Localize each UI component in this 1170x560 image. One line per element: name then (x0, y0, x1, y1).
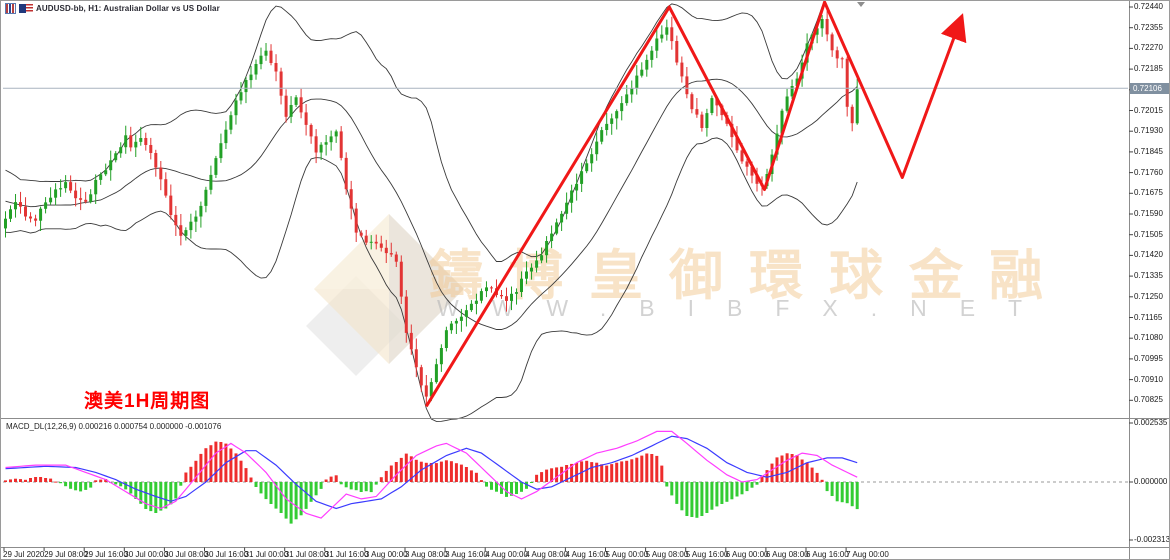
time-tick-label: 31 Jul 00:00 (244, 550, 289, 559)
time-tick-label: 29 Jul 16:00 (84, 550, 128, 559)
macd-main-line (5, 430, 858, 519)
chart-mini-icon (5, 3, 16, 14)
price-tick-label: 0.70995 (1134, 353, 1163, 363)
bb-middle-band (5, 78, 858, 330)
price-tick-label: 0.72185 (1134, 64, 1163, 74)
price-tick-label: 0.71335 (1134, 271, 1163, 281)
time-tick-label: 4 Aug 00:00 (485, 550, 528, 559)
time-tick-label: 31 Jul 08:00 (284, 550, 329, 559)
time-tick-label: 29 Jul 2020 (3, 550, 45, 559)
analysis-cycle-label: 澳美1H周期图 (84, 391, 211, 412)
price-tick-label: 0.71420 (1134, 250, 1163, 260)
price-tick-label: 0.71675 (1134, 188, 1163, 198)
price-tick-label: 0.71250 (1134, 291, 1163, 301)
macd-tick-label: 0.000000 (1134, 477, 1168, 486)
price-tick-label: 0.72440 (1134, 2, 1163, 11)
price-tick-label: 0.71760 (1134, 167, 1163, 177)
current-price-badge: 0.72106 (1130, 82, 1169, 94)
currency-pair-flags-icon (19, 4, 33, 13)
price-tick-label: 0.71590 (1134, 209, 1163, 218)
price-tick-label: 0.72355 (1134, 22, 1163, 32)
chart-title-bar: AUDUSD-bb, H1: Australian Dollar vs US D… (5, 3, 220, 14)
bb-upper-band (5, 1, 826, 262)
price-tick-label: 0.71930 (1134, 126, 1163, 136)
price-tick-label: 0.72270 (1134, 43, 1163, 53)
chart-shift-marker-icon[interactable] (857, 2, 865, 7)
indicator-label: MACD_DL(12,26,9) 0.000216 0.000754 0.000… (6, 422, 222, 431)
price-tick-label: 0.71505 (1134, 229, 1163, 239)
time-tick-label: 6 Aug 16:00 (806, 550, 849, 559)
price-tick-label: 0.71845 (1134, 146, 1163, 156)
macd-signal-line (5, 435, 858, 510)
time-tick-label: 6 Aug 08:00 (765, 550, 809, 559)
price-tick-label: 0.70910 (1134, 374, 1163, 384)
time-tick-label: 4 Aug 08:00 (525, 550, 569, 559)
macd-histogram (4, 441, 859, 524)
macd-tick-label: 0.002535 (1134, 418, 1168, 427)
time-tick-label: 4 Aug 16:00 (565, 550, 609, 559)
price-tick-label: 0.71165 (1134, 312, 1163, 322)
watermark-url-text: WWW.BIBFX.NET (437, 295, 1056, 321)
time-tick-label: 3 Aug 08:00 (405, 550, 448, 559)
time-tick-label: 30 Jul 00:00 (124, 550, 168, 559)
time-tick-label: 30 Jul 16:00 (204, 550, 249, 559)
macd-tick-label: -0.002313 (1134, 535, 1170, 544)
time-tick-label: 29 Jul 08:00 (44, 550, 88, 559)
chart-title: AUDUSD-bb, H1: Australian Dollar vs US D… (36, 4, 220, 13)
time-tick-label: 6 Aug 00:00 (725, 550, 769, 559)
time-tick-label: 3 Aug 00:00 (364, 550, 408, 559)
candles (4, 10, 859, 407)
time-tick-label: 7 Aug 00:00 (846, 550, 889, 559)
time-tick-label: 5 Aug 08:00 (645, 550, 689, 559)
time-tick-label: 3 Aug 16:00 (445, 550, 488, 559)
price-tick-label: 0.72015 (1134, 105, 1163, 115)
price-tick-label: 0.70825 (1134, 395, 1163, 405)
trend-zigzag-annotation (425, 1, 967, 408)
time-tick-label: 31 Jul 16:00 (324, 550, 369, 559)
time-tick-label: 5 Aug 00:00 (605, 550, 649, 559)
price-tick-label: 0.71080 (1134, 333, 1163, 343)
time-tick-label: 30 Jul 08:00 (164, 550, 208, 559)
time-tick-label: 5 Aug 16:00 (685, 550, 729, 559)
